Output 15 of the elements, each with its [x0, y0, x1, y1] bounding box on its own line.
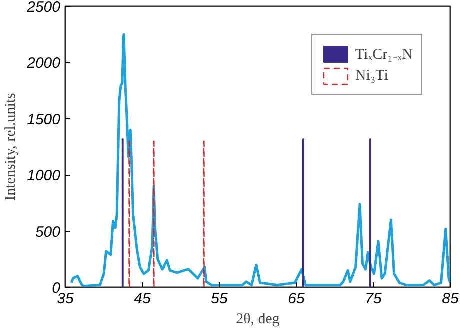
y-tick-label: 2500	[26, 0, 62, 16]
y-tick-label: 1000	[27, 168, 62, 185]
y-tick-label: 2000	[26, 55, 62, 72]
x-tick-label: 45	[134, 290, 152, 308]
y-tick-label: 1500	[27, 111, 62, 128]
y-tick-label: 500	[35, 224, 62, 241]
x-axis-title: 2θ, deg	[236, 312, 280, 328]
y-axis-title: Intensity, rel.units	[3, 92, 20, 201]
line-series	[70, 33, 450, 288]
x-tick-label: 85	[442, 290, 460, 308]
x-tick-label: 65	[288, 290, 306, 308]
legend-label: TiₓCr₁₋ₓN	[355, 46, 413, 64]
legend-label: Ni₃Ti	[355, 68, 388, 84]
x-tick-label: 75	[365, 290, 382, 308]
x-tick-label: 55	[211, 290, 228, 308]
